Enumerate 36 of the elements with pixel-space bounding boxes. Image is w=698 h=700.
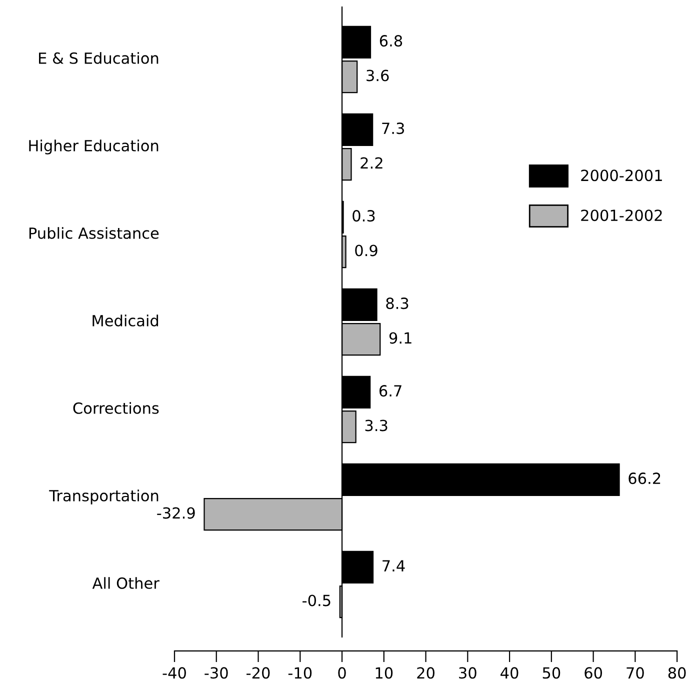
y-tick-label: Corrections [73,402,159,414]
data-label: 66.2 [628,472,660,484]
x-tick-label: 70 [626,667,644,679]
data-label: 7.4 [382,560,405,572]
data-label: 9.1 [389,332,412,344]
x-tick-label: -40 [162,667,186,679]
data-label: 7.3 [382,122,404,134]
x-tick-label: -10 [288,667,312,679]
legend-label: 2000-2001 [581,170,662,182]
legend-label: 2001-2002 [581,210,662,222]
y-tick-label: Public Assistance [29,227,159,239]
x-tick-label: 80 [668,667,686,679]
data-label: 8.3 [386,298,408,310]
data-label: 6.7 [379,385,402,397]
x-tick-label: 60 [584,667,602,679]
x-tick-label: 10 [376,667,393,679]
data-label: 2.2 [360,157,382,169]
x-tick-label: 50 [542,667,560,679]
data-label: 6.8 [380,35,402,47]
y-tick-label: E & S Education [39,52,158,64]
x-tick-label: -30 [204,667,228,679]
data-label: 3.6 [366,70,389,82]
x-tick-label: 0 [338,667,346,679]
x-tick-label: -20 [246,667,270,679]
x-tick-label: 40 [500,667,518,679]
x-tick-label: 20 [417,667,434,679]
data-label: 3.3 [365,420,388,432]
data-label: 0.9 [355,244,378,256]
y-tick-label: Transportation [49,490,158,504]
data-label: -0.5 [302,594,330,606]
data-label: -32.9 [157,507,195,519]
y-tick-label: Medicaid [92,314,158,326]
data-label: 0.3 [352,210,375,222]
x-tick-label: 30 [459,667,476,679]
y-tick-label: All Other [92,577,160,589]
y-tick-label: Higher Education [29,140,158,154]
